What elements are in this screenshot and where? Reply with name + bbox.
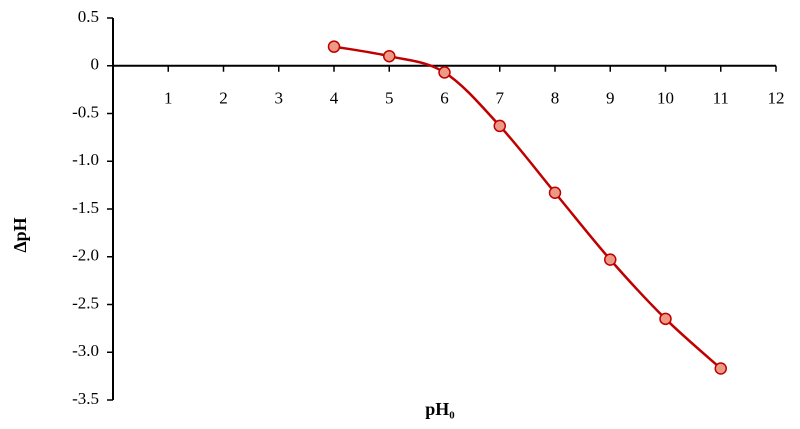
data-point xyxy=(659,312,672,326)
y-tick-label: 0.5 xyxy=(78,7,99,26)
y-axis-title: ΔpH xyxy=(10,217,30,252)
x-tick-label: 8 xyxy=(551,89,560,108)
x-tick-label: 5 xyxy=(385,89,394,108)
x-tick-label: 11 xyxy=(713,89,729,108)
y-tick-label: -2.0 xyxy=(72,246,99,265)
data-point xyxy=(327,40,341,53)
x-tick-label: 1 xyxy=(164,89,173,108)
data-point xyxy=(438,66,451,79)
y-tick-label: -2.5 xyxy=(72,293,99,312)
x-tick-label: 3 xyxy=(275,89,284,108)
x-tick-label: 7 xyxy=(496,89,505,108)
data-point xyxy=(604,253,617,266)
x-tick-label: 9 xyxy=(606,89,615,108)
y-tick-label: -3.0 xyxy=(72,341,99,360)
x-tick-label: 2 xyxy=(219,89,228,108)
x-tick-label: 4 xyxy=(330,89,339,108)
data-point xyxy=(714,362,727,375)
y-tick-label: -0.5 xyxy=(72,102,99,121)
data-point xyxy=(493,119,506,133)
x-axis-title: pH₀ xyxy=(425,399,454,419)
y-tick-label: 0 xyxy=(91,55,100,74)
x-tick-label: 12 xyxy=(768,89,785,108)
trend-line xyxy=(333,45,722,370)
x-tick-label: 10 xyxy=(657,89,674,108)
y-tick-label: -1.5 xyxy=(72,198,99,217)
data-point xyxy=(383,49,396,63)
data-point xyxy=(548,186,562,200)
y-tick-label: -1.0 xyxy=(72,150,99,169)
x-tick-label: 6 xyxy=(440,89,449,108)
y-tick-label: -3.5 xyxy=(72,389,99,408)
